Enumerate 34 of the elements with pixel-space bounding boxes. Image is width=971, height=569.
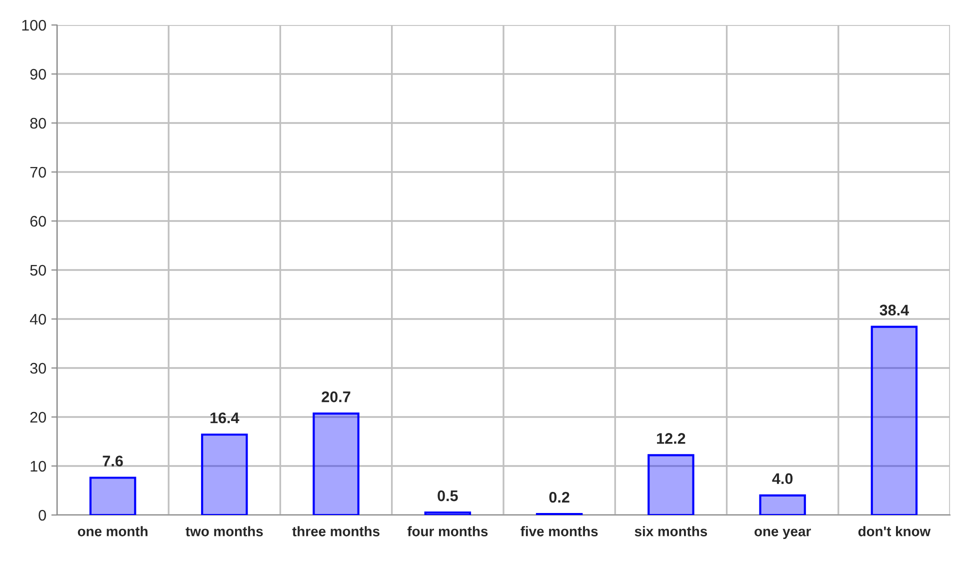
y-tick-label: 40	[30, 314, 46, 325]
bar	[89, 476, 136, 515]
data-label: 7.6	[102, 456, 123, 466]
y-tick-label: 60	[30, 216, 46, 227]
y-tick-label: 0	[38, 510, 46, 521]
x-tick-label: one month	[78, 526, 148, 536]
bar	[759, 494, 806, 515]
y-tick-label: 20	[30, 412, 46, 423]
bar	[870, 326, 918, 515]
x-tick-label: one year	[754, 528, 811, 540]
data-label: 12.2	[657, 433, 686, 444]
bar	[648, 454, 694, 515]
x-tick-label: don't know	[858, 526, 931, 536]
y-tick-label: 100	[22, 20, 46, 31]
y-tick-label: 50	[30, 264, 46, 276]
data-label: 20.7	[322, 391, 350, 402]
y-tick-label: 90	[30, 68, 46, 80]
data-label: 0.5	[438, 490, 458, 502]
y-tick-label: 10	[30, 460, 46, 472]
x-tick-label: three months	[292, 526, 380, 536]
y-tick-label: 80	[30, 118, 46, 129]
bar	[201, 434, 248, 515]
bar	[312, 412, 360, 515]
data-label: 16.4	[210, 412, 240, 424]
data-label: 0.2	[549, 492, 570, 503]
x-tick-label: four months	[407, 526, 488, 536]
data-label: 4.0	[772, 473, 793, 484]
bar	[424, 512, 472, 515]
data-label: 38.4	[880, 304, 909, 316]
y-tick-label: 30	[30, 362, 46, 374]
x-tick-label: two months	[186, 526, 263, 536]
x-tick-label: six months	[634, 526, 708, 536]
x-tick-label: five months	[520, 526, 598, 536]
y-tick-label: 70	[30, 166, 46, 178]
